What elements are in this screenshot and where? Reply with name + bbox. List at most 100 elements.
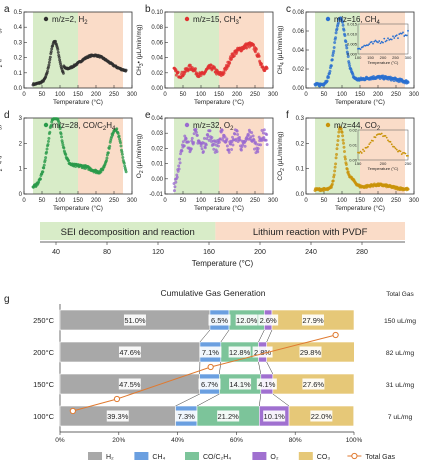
data-point (210, 136, 214, 139)
legend-label: m/z=15, CH3• (193, 15, 242, 26)
y-tick-label: 0.1 (296, 167, 305, 173)
data-point (41, 170, 45, 174)
x-axis-label: Temperature (°C) (53, 98, 103, 106)
data-point (265, 66, 269, 70)
data-point (225, 137, 229, 141)
data-point (43, 158, 47, 162)
region-pvdf (360, 118, 405, 194)
legend-label: m/z=28, CO/C2H4 (52, 121, 116, 132)
y-tick-label: 0.0 (14, 86, 23, 92)
data-point (253, 147, 256, 151)
data-point (339, 127, 343, 131)
inset-point (394, 147, 397, 150)
data-point (42, 163, 46, 167)
data-point (334, 36, 338, 40)
region-sei (33, 12, 78, 88)
data-point (56, 50, 60, 54)
x-tick-label: 150 (214, 92, 225, 98)
y-tick-label: 0.02 (151, 71, 163, 77)
y-tick-label: 0.2 (296, 141, 305, 147)
data-point (174, 180, 178, 184)
y-tick-label: 0.2 (14, 56, 23, 62)
inset-point (392, 35, 394, 38)
x-tick-label: 50 (180, 92, 187, 98)
data-point (179, 152, 183, 156)
x-tick-label: 80% (289, 437, 302, 444)
x-tick-label: 0 (304, 198, 308, 204)
data-point (119, 144, 123, 148)
panel-letter: c (286, 4, 291, 15)
data-point (337, 130, 341, 134)
region-sei (33, 118, 78, 194)
data-point (348, 64, 352, 68)
x-axis-label: Temperature (°C) (194, 204, 244, 212)
data-point (46, 139, 50, 143)
data-point (344, 163, 348, 166)
data-point (67, 159, 71, 163)
data-point (332, 46, 336, 49)
panel-a: a 0.0 0.1 0.2 0.3 0.4 0.5 0 50 100 150 200 250 300 Tem… (0, 4, 138, 106)
data-point (173, 189, 176, 193)
inset-point (380, 132, 383, 135)
legend-swatch (134, 452, 149, 460)
data-point (331, 54, 335, 57)
data-point (47, 60, 51, 64)
x-tick-label: 0 (163, 92, 167, 98)
inset-y-tick-label: 0.01 (349, 143, 358, 148)
data-point (61, 141, 64, 145)
inset-point (397, 150, 399, 153)
data-point (222, 71, 226, 75)
connector-line (259, 393, 262, 407)
connector-line (258, 361, 262, 375)
data-point (61, 71, 65, 75)
data-point (48, 55, 52, 59)
data-label: 51.0% (124, 316, 146, 325)
region-tick-label: 80 (103, 249, 111, 256)
data-point (182, 144, 186, 148)
data-label-bg (258, 314, 279, 326)
legend-swatch (88, 452, 102, 460)
data-point (343, 34, 347, 37)
data-point (46, 143, 50, 147)
inset-point (358, 151, 361, 154)
data-label-bg (252, 346, 273, 358)
x-tick-label: 40% (171, 437, 184, 444)
data-series (31, 39, 128, 87)
legend-label: H₂ (106, 454, 114, 461)
inset: 0.000 0.005 0.010 0.015 100 150 200 250 300 Tempe… (347, 22, 412, 66)
data-point (223, 135, 227, 139)
data-point (252, 138, 256, 142)
data-point (203, 146, 207, 150)
data-point (124, 170, 128, 174)
data-label: 7.3% (178, 412, 195, 421)
x-tick-label: 250 (391, 92, 402, 98)
legend-label: m/z=16, CH4 (334, 15, 380, 26)
inset-point (362, 45, 364, 48)
data-point (238, 138, 242, 142)
total-gas-label: 150 uL/mg (384, 318, 416, 325)
data-point (341, 134, 345, 138)
data-label: 10.1% (264, 412, 286, 421)
inset-y-tick-label: 0.000 (347, 52, 358, 57)
inset-point (378, 40, 381, 42)
inset-point (383, 37, 386, 40)
panel-letter: a (4, 4, 10, 15)
inset-point (369, 141, 372, 144)
inset-x-tick-label: 150 (355, 161, 362, 166)
x-tick-label: 200 (232, 198, 243, 204)
x-tick-label: 60% (230, 437, 243, 444)
data-point (190, 136, 194, 140)
data-point (120, 150, 124, 154)
inset-point (399, 150, 402, 153)
data-point (260, 62, 263, 66)
data-point (333, 165, 337, 169)
y-tick-label: 0.01 (151, 162, 163, 168)
x-tick-label: 0 (22, 92, 26, 98)
data-point (265, 133, 269, 137)
data-point (176, 70, 180, 74)
panel-b: b 0.00 0.02 0.04 0.06 0.08 0.10 0 50 100 150 200 250… (136, 4, 279, 106)
data-point (325, 79, 329, 83)
data-point (173, 185, 177, 189)
data-point (177, 164, 181, 168)
data-point (116, 132, 120, 135)
